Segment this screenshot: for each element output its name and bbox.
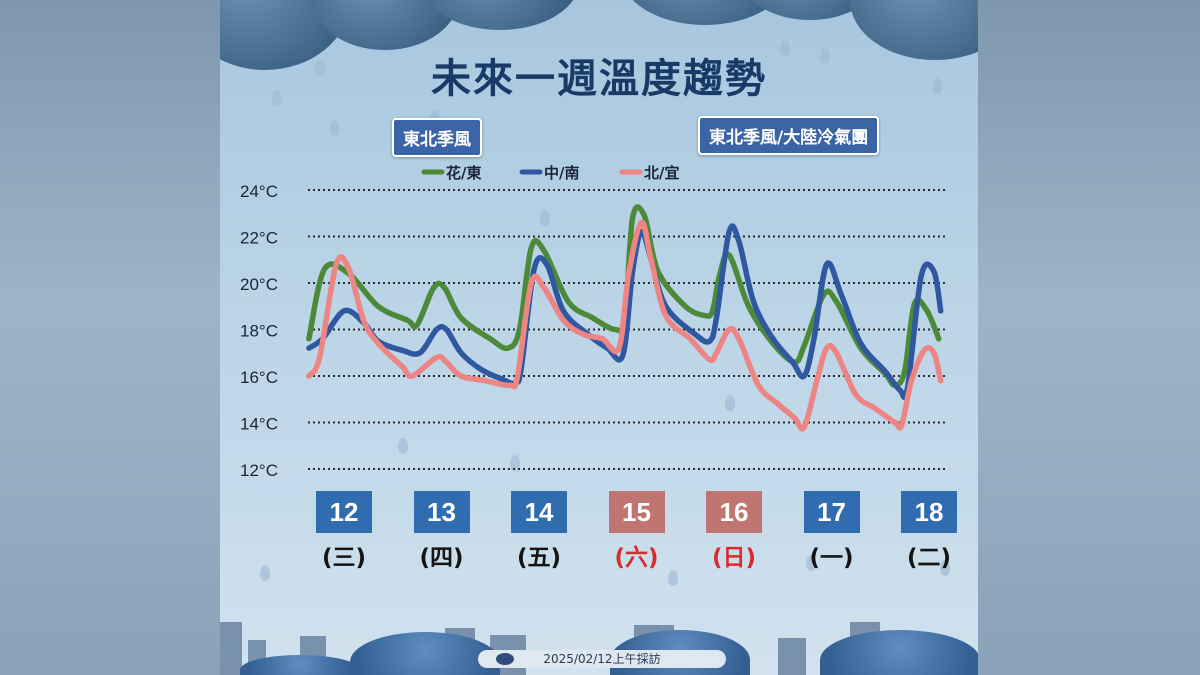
legend-label-east: 花/東 xyxy=(446,164,481,182)
series-line-east xyxy=(306,204,942,389)
y-tick-label: 24°C xyxy=(240,182,278,201)
legend-label-central_south: 中/南 xyxy=(544,164,579,182)
skyline-decoration xyxy=(220,622,242,675)
umbrella-decoration xyxy=(240,655,360,675)
raindrop-decoration xyxy=(398,438,408,454)
raindrop-decoration xyxy=(940,560,950,576)
series-line-central_south xyxy=(306,223,944,401)
cwa-logo-icon xyxy=(496,653,514,665)
raindrop-decoration xyxy=(540,210,550,226)
page-title: 未來一週溫度趨勢 xyxy=(431,56,767,102)
raindrop-decoration xyxy=(820,48,830,64)
temperature-chart: 24°C 22°C 20°C 18°C 16°C 14°C 12°C 花/東 中/南 北/宜 xyxy=(240,164,948,480)
skyline-decoration xyxy=(778,638,806,675)
raindrop-decoration xyxy=(260,565,270,581)
background-right xyxy=(978,0,1200,675)
raindrop-decoration xyxy=(806,555,816,571)
weather-system-badge-right: 東北季風/大陸冷氣團 xyxy=(698,116,880,155)
date-box: 18 xyxy=(901,491,957,533)
umbrella-decoration xyxy=(820,630,978,675)
date-box: 12 xyxy=(316,491,372,533)
date-box: 13 xyxy=(413,491,470,533)
umbrella-decoration xyxy=(350,632,500,675)
weekday-label: (一) xyxy=(809,545,854,571)
y-tick-label: 20°C xyxy=(240,275,278,294)
weekday-label: (二) xyxy=(906,545,952,571)
raindrop-decoration xyxy=(330,120,340,136)
date-box: 15 xyxy=(608,491,665,533)
y-tick-label: 14°C xyxy=(240,415,278,434)
date-box: 14 xyxy=(511,491,567,533)
chart-series xyxy=(306,204,944,432)
legend-label-north_yilan: 北/宜 xyxy=(644,164,679,182)
date-box: 16 xyxy=(706,491,762,533)
date-box: 17 xyxy=(803,491,860,533)
chart-legend: 花/東 中/南 北/宜 xyxy=(421,164,679,182)
weekday-label: (四) xyxy=(419,545,464,571)
raindrop-decoration xyxy=(932,78,942,94)
y-axis-ticks: 24°C 22°C 20°C 18°C 16°C 14°C 12°C xyxy=(240,182,278,480)
weekday-label: (三) xyxy=(321,545,367,571)
y-tick-label: 22°C xyxy=(240,229,278,248)
y-tick-label: 12°C xyxy=(240,461,278,480)
weather-system-badge-left: 東北季風 xyxy=(392,118,482,157)
weekday-label: (五) xyxy=(516,545,562,571)
y-tick-label: 18°C xyxy=(240,322,278,341)
forecast-panel: 未來一週溫度趨勢 東北季風 東北季風/大陸冷氣團 24°C 22°C 20°C 18°… xyxy=(220,0,978,675)
footer-credit: 2025/02/12上午採訪 xyxy=(478,650,726,668)
raindrop-decoration xyxy=(510,455,520,471)
background-left xyxy=(0,0,220,675)
y-tick-label: 16°C xyxy=(240,368,278,387)
footer-text: 2025/02/12上午採訪 xyxy=(543,652,661,666)
raindrop-decoration xyxy=(315,60,325,76)
weekday-label: (日) xyxy=(711,545,757,571)
raindrop-decoration xyxy=(780,40,790,56)
weekday-label: (六) xyxy=(614,545,659,571)
raindrop-decoration xyxy=(725,395,735,411)
raindrop-decoration xyxy=(668,570,678,586)
series-line-north_yilan xyxy=(306,219,944,432)
raindrop-decoration xyxy=(272,90,282,106)
